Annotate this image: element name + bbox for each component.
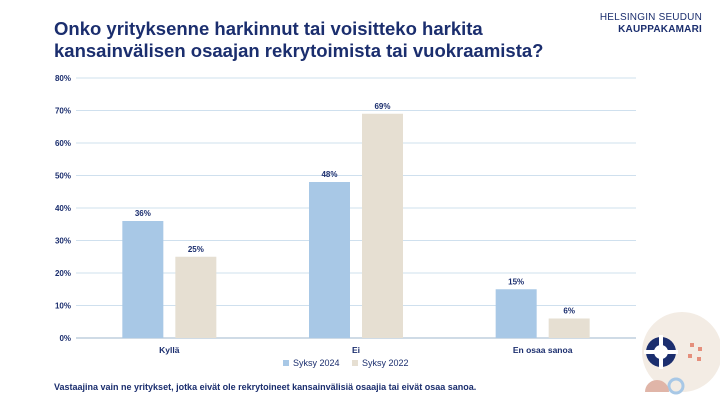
data-label: 36% (135, 209, 151, 218)
logo-cross-horizontal (644, 350, 678, 354)
data-label: 48% (321, 170, 337, 179)
x-tick-label: En osaa sanoa (513, 345, 573, 355)
chart-title: Onko yrityksenne harkinnut tai voisittek… (54, 18, 544, 61)
y-tick-label: 80% (55, 74, 71, 83)
data-label: 25% (188, 245, 204, 254)
y-tick-label: 0% (59, 334, 71, 343)
legend-swatch-series-1 (283, 360, 289, 366)
data-label: 69% (374, 102, 390, 111)
y-tick-label: 40% (55, 204, 71, 213)
bar (495, 289, 537, 338)
decoration-dot (697, 357, 701, 361)
brand-logo-text: HELSINGIN SEUDUN KAUPPAKAMARI (600, 12, 702, 36)
decoration-dot (688, 354, 692, 358)
decoration-circle (642, 312, 720, 392)
decoration-dot (690, 343, 694, 347)
decoration-dot (698, 347, 702, 351)
brand-line-2: KAUPPAKAMARI (618, 24, 702, 35)
legend-swatch-series-2 (352, 360, 358, 366)
legend-label-series-1: Syksy 2024 (293, 358, 340, 368)
y-tick-label: 60% (55, 139, 71, 148)
y-tick-label: 70% (55, 107, 71, 116)
y-tick-label: 30% (55, 237, 71, 246)
x-tick-label: Ei (352, 345, 360, 355)
decoration-half-circle (645, 380, 669, 392)
y-tick-label: 20% (55, 269, 71, 278)
footnote: Vastaajina vain ne yritykset, jotka eivä… (54, 382, 477, 392)
legend-label-series-2: Syksy 2022 (362, 358, 409, 368)
data-label: 15% (508, 277, 524, 286)
bar (548, 318, 590, 338)
y-tick-label: 50% (55, 172, 71, 181)
legend-item-series-2: Syksy 2022 (352, 358, 409, 368)
bar (309, 182, 350, 338)
legend-item-series-1: Syksy 2024 (283, 358, 340, 368)
x-tick-label: Kyllä (159, 345, 180, 355)
bar (362, 113, 403, 338)
decoration-blue-ring (667, 377, 685, 395)
data-label: 6% (563, 307, 575, 316)
decoration-dots (688, 343, 702, 361)
y-tick-label: 10% (55, 302, 71, 311)
brand-line-1: HELSINGIN SEUDUN (599, 12, 702, 23)
bar (122, 221, 164, 338)
bar (175, 256, 217, 338)
